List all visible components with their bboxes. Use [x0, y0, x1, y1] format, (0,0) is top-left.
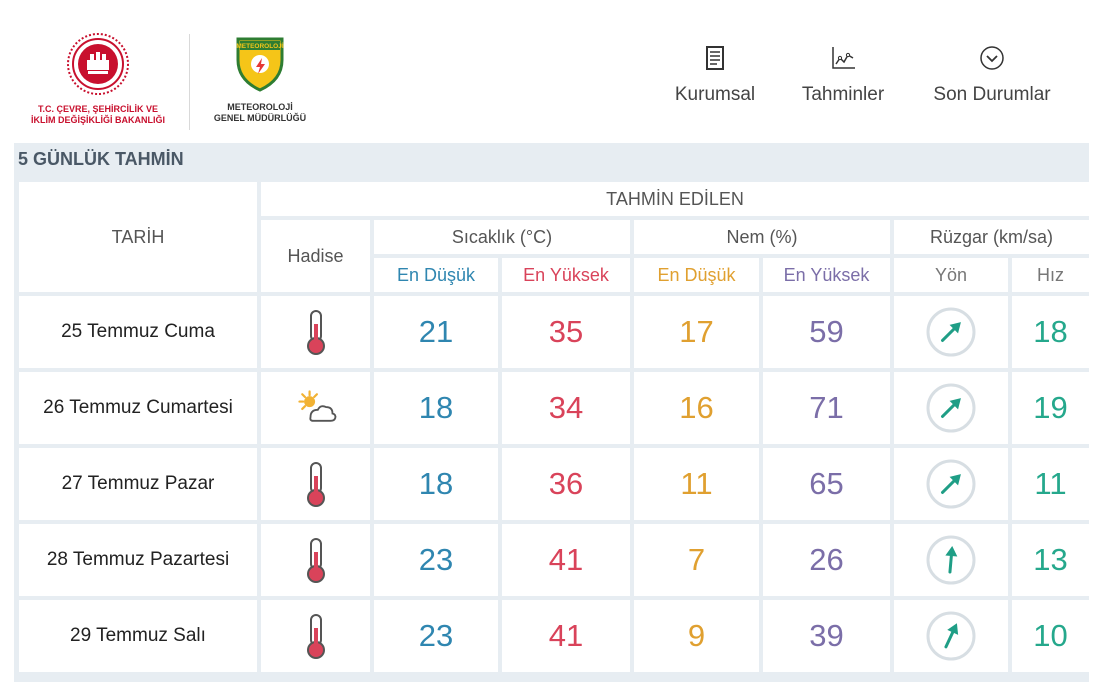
- header-wind-speed: Hız: [1012, 258, 1089, 292]
- thermometer-hot-icon: [294, 308, 338, 356]
- header-temperature-group: Sıcaklık (°C): [374, 220, 630, 254]
- arrow-southwest-icon: [925, 458, 977, 510]
- date-cell: 27 Temmuz Pazar: [19, 448, 257, 520]
- wind-speed-cell: 10: [1012, 600, 1089, 672]
- thermometer-hot-icon: [294, 460, 338, 508]
- date-cell: 28 Temmuz Pazartesi: [19, 524, 257, 596]
- wind-direction-cell: [894, 600, 1008, 672]
- nav-tahminler[interactable]: Tahminler: [793, 44, 893, 106]
- partly-cloudy-icon: [294, 384, 338, 432]
- header-hum-max: En Yüksek: [763, 258, 890, 292]
- arrow-southwest-icon: [925, 610, 977, 662]
- temp-max-cell: 35: [502, 296, 630, 368]
- hum-min-cell: 7: [634, 524, 759, 596]
- temp-max-cell: 41: [502, 600, 630, 672]
- wind-direction-cell: [894, 448, 1008, 520]
- forecast-table: TARİH TAHMİN EDİLEN Hadise Sıcaklık (°C)…: [14, 177, 1089, 682]
- ministry-name-line1: T.C. ÇEVRE, ŞEHİRCİLİK VE: [37, 104, 159, 114]
- nav-kurumsal-label: Kurumsal: [674, 84, 756, 105]
- temp-min-cell: 18: [374, 372, 498, 444]
- temp-min-cell: 23: [374, 600, 498, 672]
- wind-speed-cell: 19: [1012, 372, 1089, 444]
- event-cell: [261, 524, 370, 596]
- header-humidity-group: Nem (%): [634, 220, 890, 254]
- hum-max-cell: 39: [763, 600, 890, 672]
- temp-max-cell: 41: [502, 524, 630, 596]
- header-date: TARİH: [19, 182, 257, 292]
- ministry-logo[interactable]: T.C. ÇEVRE, ŞEHİRCİLİK VE İKLİM DEĞİŞİKL…: [18, 32, 178, 132]
- hum-max-cell: 26: [763, 524, 890, 596]
- mgm-logo[interactable]: METEOROLOJİ METEOROLOJİ GENEL MÜDÜRLÜĞÜ: [205, 36, 315, 132]
- header-temp-min: En Düşük: [374, 258, 498, 292]
- date-cell: 26 Temmuz Cumartesi: [19, 372, 257, 444]
- wind-direction-cell: [894, 296, 1008, 368]
- document-icon: [706, 46, 724, 70]
- hum-max-cell: 59: [763, 296, 890, 368]
- header-hum-min: En Düşük: [634, 258, 759, 292]
- header-wind-group: Rüzgar (km/sa): [894, 220, 1089, 254]
- arrow-south-icon: [925, 534, 977, 586]
- section-title: 5 GÜNLÜK TAHMİN: [14, 143, 1089, 177]
- ministry-seal-icon: [67, 33, 129, 95]
- nav-son-durumlar-label: Son Durumlar: [933, 84, 1051, 105]
- temp-max-cell: 36: [502, 448, 630, 520]
- nav-son-durumlar[interactable]: Son Durumlar: [922, 44, 1062, 106]
- arrow-southwest-icon: [925, 382, 977, 434]
- hum-max-cell: 65: [763, 448, 890, 520]
- hum-min-cell: 9: [634, 600, 759, 672]
- temp-min-cell: 21: [374, 296, 498, 368]
- header-forecast-group: TAHMİN EDİLEN: [261, 182, 1089, 216]
- mgm-name: METEOROLOJİ GENEL MÜDÜRLÜĞÜ: [205, 102, 315, 124]
- wind-direction-cell: [894, 372, 1008, 444]
- hum-min-cell: 11: [634, 448, 759, 520]
- wind-direction-cell: [894, 524, 1008, 596]
- wind-speed-cell: 18: [1012, 296, 1089, 368]
- header-temp-max: En Yüksek: [502, 258, 630, 292]
- header-wind-direction: Yön: [894, 258, 1008, 292]
- mgm-name-line2: GENEL MÜDÜRLÜĞÜ: [213, 113, 307, 123]
- header-event: Hadise: [261, 220, 370, 292]
- event-cell: [261, 600, 370, 672]
- nav-kurumsal[interactable]: Kurumsal: [665, 44, 765, 106]
- thermometer-hot-icon: [294, 536, 338, 584]
- temp-min-cell: 18: [374, 448, 498, 520]
- wind-speed-cell: 11: [1012, 448, 1089, 520]
- chart-icon: [832, 47, 855, 69]
- logo-divider: [189, 34, 190, 130]
- temp-max-cell: 34: [502, 372, 630, 444]
- event-cell: [261, 296, 370, 368]
- mgm-logo-text: METEOROLOJİ: [236, 42, 284, 50]
- site-header: T.C. ÇEVRE, ŞEHİRCİLİK VE İKLİM DEĞİŞİKL…: [0, 0, 1113, 142]
- mgm-shield-icon: METEOROLOJİ: [236, 37, 284, 92]
- wind-speed-cell: 13: [1012, 524, 1089, 596]
- arrow-southwest-icon: [925, 306, 977, 358]
- hum-min-cell: 16: [634, 372, 759, 444]
- chevron-circle-down-icon: [980, 46, 1004, 70]
- date-cell: 29 Temmuz Salı: [19, 600, 257, 672]
- hum-max-cell: 71: [763, 372, 890, 444]
- event-cell: [261, 448, 370, 520]
- date-cell: 25 Temmuz Cuma: [19, 296, 257, 368]
- ministry-name-line2: İKLİM DEĞİŞİKLİĞİ BAKANLIĞI: [31, 115, 165, 125]
- mgm-name-line1: METEOROLOJİ: [227, 102, 293, 112]
- hum-min-cell: 17: [634, 296, 759, 368]
- ministry-name: T.C. ÇEVRE, ŞEHİRCİLİK VE İKLİM DEĞİŞİKL…: [18, 104, 178, 126]
- event-cell: [261, 372, 370, 444]
- temp-min-cell: 23: [374, 524, 498, 596]
- thermometer-hot-icon: [294, 612, 338, 660]
- nav-tahminler-label: Tahminler: [801, 84, 885, 105]
